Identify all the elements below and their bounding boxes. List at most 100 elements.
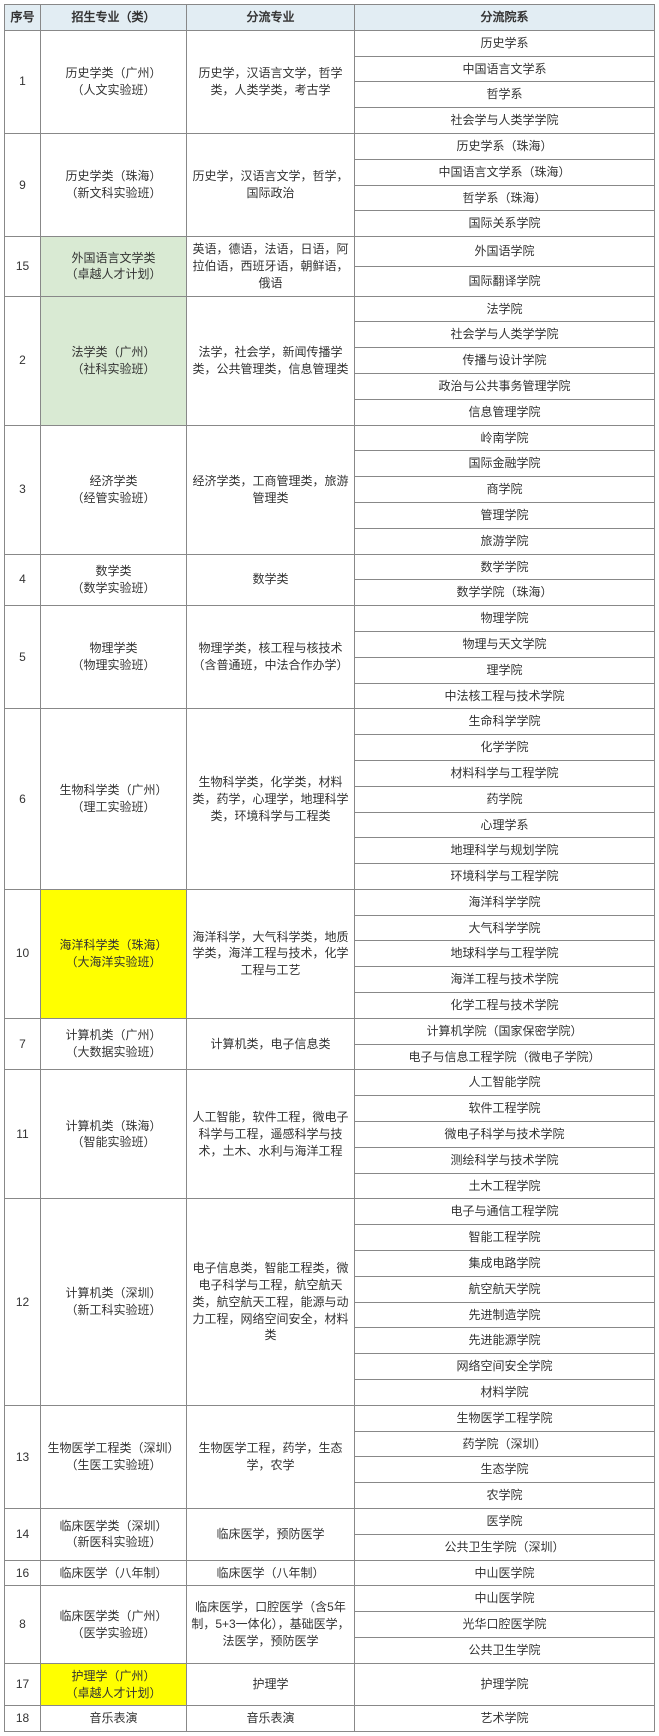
cell-dept: 数学学院	[355, 554, 655, 580]
cell-major: 护理学（广州）（卓越人才计划）	[41, 1663, 187, 1706]
table-row: 12计算机类（深圳）（新工科实验班）电子信息类，智能工程类，微电子科学与工程，航…	[5, 1199, 655, 1225]
cell-dept: 哲学系（珠海）	[355, 185, 655, 211]
cell-dept: 电子与信息工程学院（微电子学院）	[355, 1044, 655, 1070]
cell-dept: 公共卫生学院	[355, 1638, 655, 1664]
cell-streams: 临床医学，预防医学	[187, 1509, 355, 1561]
header-row: 序号 招生专业（类） 分流专业 分流院系	[5, 5, 655, 31]
cell-streams: 英语，德语，法语，日语，阿拉伯语，西班牙语，朝鲜语，俄语	[187, 237, 355, 296]
cell-dept: 环境科学与工程学院	[355, 864, 655, 890]
cell-streams: 生物医学工程，药学，生态学，农学	[187, 1405, 355, 1508]
cell-major: 历史学类（珠海）（新文科实验班）	[41, 133, 187, 236]
cell-dept: 公共卫生学院（深圳）	[355, 1534, 655, 1560]
cell-major: 计算机类（珠海）（智能实验班）	[41, 1070, 187, 1199]
cell-dept: 先进能源学院	[355, 1328, 655, 1354]
cell-major: 音乐表演	[41, 1706, 187, 1732]
table-row: 2法学类（广州）（社科实验班）法学，社会学，新闻传播学类，公共管理类，信息管理类…	[5, 296, 655, 322]
cell-dept: 国际翻译学院	[355, 266, 655, 296]
cell-streams: 护理学	[187, 1663, 355, 1706]
table-row: 17护理学（广州）（卓越人才计划）护理学护理学院	[5, 1663, 655, 1706]
cell-dept: 中山医学院	[355, 1586, 655, 1612]
cell-dept: 农学院	[355, 1483, 655, 1509]
cell-streams: 音乐表演	[187, 1706, 355, 1732]
cell-dept: 传播与设计学院	[355, 348, 655, 374]
cell-dept: 人工智能学院	[355, 1070, 655, 1096]
cell-major: 历史学类（广州）（人文实验班）	[41, 30, 187, 133]
col-seq: 序号	[5, 5, 41, 31]
cell-dept: 集成电路学院	[355, 1251, 655, 1277]
majors-table: 序号 招生专业（类） 分流专业 分流院系 1历史学类（广州）（人文实验班）历史学…	[4, 4, 655, 1732]
cell-dept: 土木工程学院	[355, 1173, 655, 1199]
cell-dept: 地理科学与规划学院	[355, 838, 655, 864]
cell-dept: 生命科学学院	[355, 709, 655, 735]
table-row: 15外国语言文学类（卓越人才计划）英语，德语，法语，日语，阿拉伯语，西班牙语，朝…	[5, 237, 655, 267]
cell-dept: 地球科学与工程学院	[355, 941, 655, 967]
cell-streams: 电子信息类，智能工程类，微电子科学与工程，航空航天类，航空航天工程，能源与动力工…	[187, 1199, 355, 1405]
cell-dept: 先进制造学院	[355, 1302, 655, 1328]
cell-dept: 药学院	[355, 786, 655, 812]
cell-dept: 医学院	[355, 1509, 655, 1535]
cell-dept: 物理学院	[355, 606, 655, 632]
cell-seq: 12	[5, 1199, 41, 1405]
cell-dept: 化学工程与技术学院	[355, 993, 655, 1019]
cell-seq: 5	[5, 606, 41, 709]
cell-major: 计算机类（广州）（大数据实验班）	[41, 1018, 187, 1070]
cell-dept: 心理学系	[355, 812, 655, 838]
cell-dept: 历史学系（珠海）	[355, 133, 655, 159]
cell-major: 临床医学（八年制）	[41, 1560, 187, 1586]
cell-dept: 中山医学院	[355, 1560, 655, 1586]
cell-seq: 18	[5, 1706, 41, 1732]
cell-dept: 艺术学院	[355, 1706, 655, 1732]
cell-streams: 临床医学（八年制）	[187, 1560, 355, 1586]
cell-dept: 光华口腔医学院	[355, 1612, 655, 1638]
cell-dept: 国际金融学院	[355, 451, 655, 477]
cell-dept: 政治与公共事务管理学院	[355, 373, 655, 399]
table-row: 16临床医学（八年制）临床医学（八年制）中山医学院	[5, 1560, 655, 1586]
table-row: 8临床医学类（广州）（医学实验班）临床医学，口腔医学（含5年制，5+3一体化），…	[5, 1586, 655, 1612]
cell-streams: 计算机类，电子信息类	[187, 1018, 355, 1070]
cell-dept: 法学院	[355, 296, 655, 322]
cell-dept: 岭南学院	[355, 425, 655, 451]
table-row: 10海洋科学类（珠海）（大海洋实验班）海洋科学，大气科学类，地质学类，海洋工程与…	[5, 889, 655, 915]
cell-seq: 2	[5, 296, 41, 425]
cell-seq: 3	[5, 425, 41, 554]
cell-seq: 9	[5, 133, 41, 236]
cell-streams: 临床医学，口腔医学（含5年制，5+3一体化），基础医学，法医学，预防医学	[187, 1586, 355, 1663]
cell-major: 经济学类（经管实验班）	[41, 425, 187, 554]
cell-seq: 4	[5, 554, 41, 606]
table-row: 6生物科学类（广州）（理工实验班）生物科学类，化学类，材料类，药学，心理学，地理…	[5, 709, 655, 735]
cell-seq: 10	[5, 889, 41, 1018]
cell-streams: 历史学，汉语言文学，哲学类，人类学类，考古学	[187, 30, 355, 133]
cell-seq: 15	[5, 237, 41, 296]
cell-major: 临床医学类（广州）（医学实验班）	[41, 1586, 187, 1663]
cell-seq: 1	[5, 30, 41, 133]
cell-major: 海洋科学类（珠海）（大海洋实验班）	[41, 889, 187, 1018]
cell-major: 计算机类（深圳）（新工科实验班）	[41, 1199, 187, 1405]
table-row: 3经济学类（经管实验班）经济学类，工商管理类，旅游管理类岭南学院	[5, 425, 655, 451]
cell-dept: 生物医学工程学院	[355, 1405, 655, 1431]
table-row: 1历史学类（广州）（人文实验班）历史学，汉语言文学，哲学类，人类学类，考古学历史…	[5, 30, 655, 56]
cell-streams: 物理学类，核工程与核技术（含普通班，中法合作办学）	[187, 606, 355, 709]
cell-dept: 国际关系学院	[355, 211, 655, 237]
cell-seq: 13	[5, 1405, 41, 1508]
cell-dept: 海洋工程与技术学院	[355, 967, 655, 993]
table-row: 4数学类（数学实验班）数学类数学学院	[5, 554, 655, 580]
cell-streams: 人工智能，软件工程，微电子科学与工程，遥感科学与技术，土木、水利与海洋工程	[187, 1070, 355, 1199]
cell-major: 临床医学类（深圳）（新医科实验班）	[41, 1509, 187, 1561]
cell-seq: 11	[5, 1070, 41, 1199]
cell-major: 法学类（广州）（社科实验班）	[41, 296, 187, 425]
cell-dept: 中国语言文学系	[355, 56, 655, 82]
cell-dept: 材料科学与工程学院	[355, 760, 655, 786]
cell-major: 外国语言文学类（卓越人才计划）	[41, 237, 187, 296]
table-row: 11计算机类（珠海）（智能实验班）人工智能，软件工程，微电子科学与工程，遥感科学…	[5, 1070, 655, 1096]
cell-dept: 海洋科学学院	[355, 889, 655, 915]
cell-streams: 数学类	[187, 554, 355, 606]
cell-dept: 社会学与人类学学院	[355, 322, 655, 348]
table-row: 13生物医学工程类（深圳）（生医工实验班）生物医学工程，药学，生态学，农学生物医…	[5, 1405, 655, 1431]
col-streams: 分流专业	[187, 5, 355, 31]
cell-dept: 护理学院	[355, 1663, 655, 1706]
cell-dept: 物理与天文学院	[355, 631, 655, 657]
cell-streams: 海洋科学，大气科学类，地质学类，海洋工程与技术，化学工程与工艺	[187, 889, 355, 1018]
cell-dept: 材料学院	[355, 1380, 655, 1406]
cell-dept: 历史学系	[355, 30, 655, 56]
cell-seq: 16	[5, 1560, 41, 1586]
